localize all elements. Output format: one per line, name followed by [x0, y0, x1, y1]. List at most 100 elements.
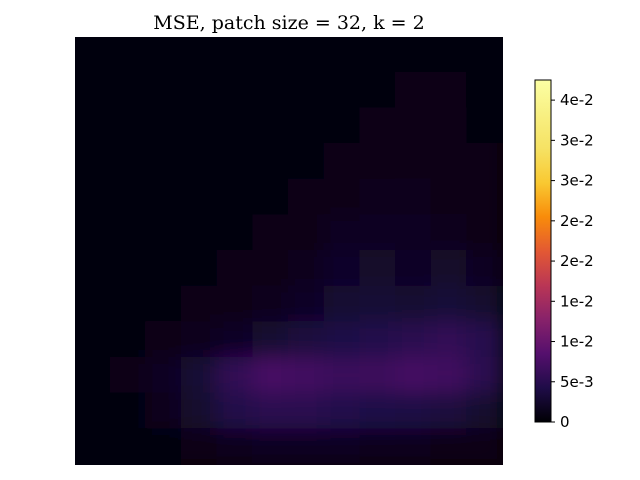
heatmap-cell: [252, 392, 290, 431]
heatmap-cell: [359, 178, 397, 217]
heatmap-cell: [323, 214, 362, 252]
heatmap-cell: [430, 143, 469, 181]
heatmap-cell: [252, 357, 290, 395]
heatmap-cell: [466, 250, 503, 288]
heatmap-cell: [145, 428, 183, 465]
colorbar-tick-label: 1e-2: [560, 333, 594, 351]
heatmap-cell: [430, 357, 469, 395]
heatmap-cell: [109, 428, 148, 465]
heatmap-cell: [395, 143, 433, 181]
heatmap-cell: [395, 37, 433, 74]
colorbar-tick-label: 2e-2: [560, 252, 594, 270]
colorbar-tick-label: 2e-2: [560, 212, 594, 230]
heatmap-cell: [109, 321, 148, 359]
heatmap-cell: [359, 392, 397, 431]
heatmap-cell: [359, 250, 397, 288]
heatmap-cell: [252, 250, 290, 288]
heatmap-cell: [145, 178, 183, 217]
colorbar-ticks: 0 5e-3 1e-2 1e-2 2e-2 2e-2 3e-2 3e-2 4e-2: [551, 91, 594, 431]
heatmap-cell: [359, 214, 397, 252]
heatmap-cell: [109, 107, 148, 145]
heatmap-cell: [359, 285, 397, 324]
heatmap-cell: [323, 250, 362, 288]
heatmap-cell: [430, 392, 469, 431]
heatmap-cell: [109, 285, 148, 324]
heatmap-cell: [430, 71, 469, 110]
heatmap-cell: [288, 214, 326, 252]
heatmap-cell: [359, 357, 397, 395]
heatmap-cell: [109, 71, 148, 110]
colorbar-tick-label: 3e-2: [560, 172, 594, 190]
heatmap-cell: [75, 71, 112, 110]
heatmap-cell: [288, 37, 326, 74]
heatmap-cell: [359, 37, 397, 74]
heatmap-cell: [466, 71, 503, 110]
heatmap-cell: [216, 143, 255, 181]
heatmap-cell: [288, 392, 326, 431]
colorbar-tick-label: 3e-2: [560, 131, 594, 149]
heatmap-cell: [145, 143, 183, 181]
heatmap-cell: [145, 37, 183, 74]
heatmap-cell: [145, 250, 183, 288]
colorbar-tick-label: 4e-2: [560, 91, 594, 109]
heatmap-cell: [252, 428, 290, 465]
heatmap-cell: [109, 37, 148, 74]
heatmap-cell: [252, 178, 290, 217]
heatmap-cell: [323, 71, 362, 110]
heatmap-cell: [323, 285, 362, 324]
heatmap-cell: [216, 37, 255, 74]
heatmap-cell: [216, 428, 255, 465]
heatmap-cell: [181, 321, 219, 359]
heatmap-cell: [430, 321, 469, 359]
heatmap-cell: [323, 143, 362, 181]
heatmap-cell: [323, 428, 362, 465]
heatmap-cell: [430, 250, 469, 288]
heatmap-cell: [288, 357, 326, 395]
heatmap-cell: [145, 214, 183, 252]
heatmap-cell: [395, 107, 433, 145]
heatmap-cell: [75, 143, 112, 181]
heatmap-cell: [252, 143, 290, 181]
heatmap-cell: [466, 107, 503, 145]
heatmap-cell: [288, 428, 326, 465]
heatmap-cell: [323, 37, 362, 74]
colorbar: [534, 79, 552, 423]
heatmap-cell: [430, 428, 469, 465]
heatmap-cell: [216, 392, 255, 431]
heatmap-cell: [181, 428, 219, 465]
heatmap-cell: [395, 357, 433, 395]
heatmap-cell: [395, 321, 433, 359]
colorbar-tick-label: 5e-3: [560, 373, 594, 391]
heatmap-cell: [323, 107, 362, 145]
heatmap-cell: [216, 357, 255, 395]
colorbar-tick-label: 1e-2: [560, 292, 594, 310]
heatmap-cell: [216, 214, 255, 252]
heatmap-cell: [75, 178, 112, 217]
heatmap-cell: [75, 428, 112, 465]
heatmap-cell: [466, 357, 503, 395]
heatmap-cell: [430, 107, 469, 145]
heatmap-cell: [216, 178, 255, 217]
heatmap-cell: [252, 321, 290, 359]
heatmap-cell: [75, 250, 112, 288]
heatmap-cell: [216, 107, 255, 145]
heatmap-cell: [75, 285, 112, 324]
heatmap-cell: [395, 71, 433, 110]
heatmap-cell: [145, 107, 183, 145]
heatmap-cell: [252, 214, 290, 252]
heatmap-cell: [288, 250, 326, 288]
heatmap-cell: [109, 392, 148, 431]
heatmap-cell: [181, 37, 219, 74]
heatmap-cell: [323, 357, 362, 395]
heatmap-cell: [466, 178, 503, 217]
heatmap-cell: [323, 178, 362, 217]
heatmap-cell: [252, 285, 290, 324]
heatmap-cell: [181, 357, 219, 395]
heatmap-cell: [181, 143, 219, 181]
heatmap-cell: [466, 285, 503, 324]
heatmap-cell: [430, 37, 469, 74]
heatmap-cell: [216, 250, 255, 288]
heatmap-cell: [181, 107, 219, 145]
heatmap-cell: [145, 71, 183, 110]
heatmap-cell: [359, 107, 397, 145]
